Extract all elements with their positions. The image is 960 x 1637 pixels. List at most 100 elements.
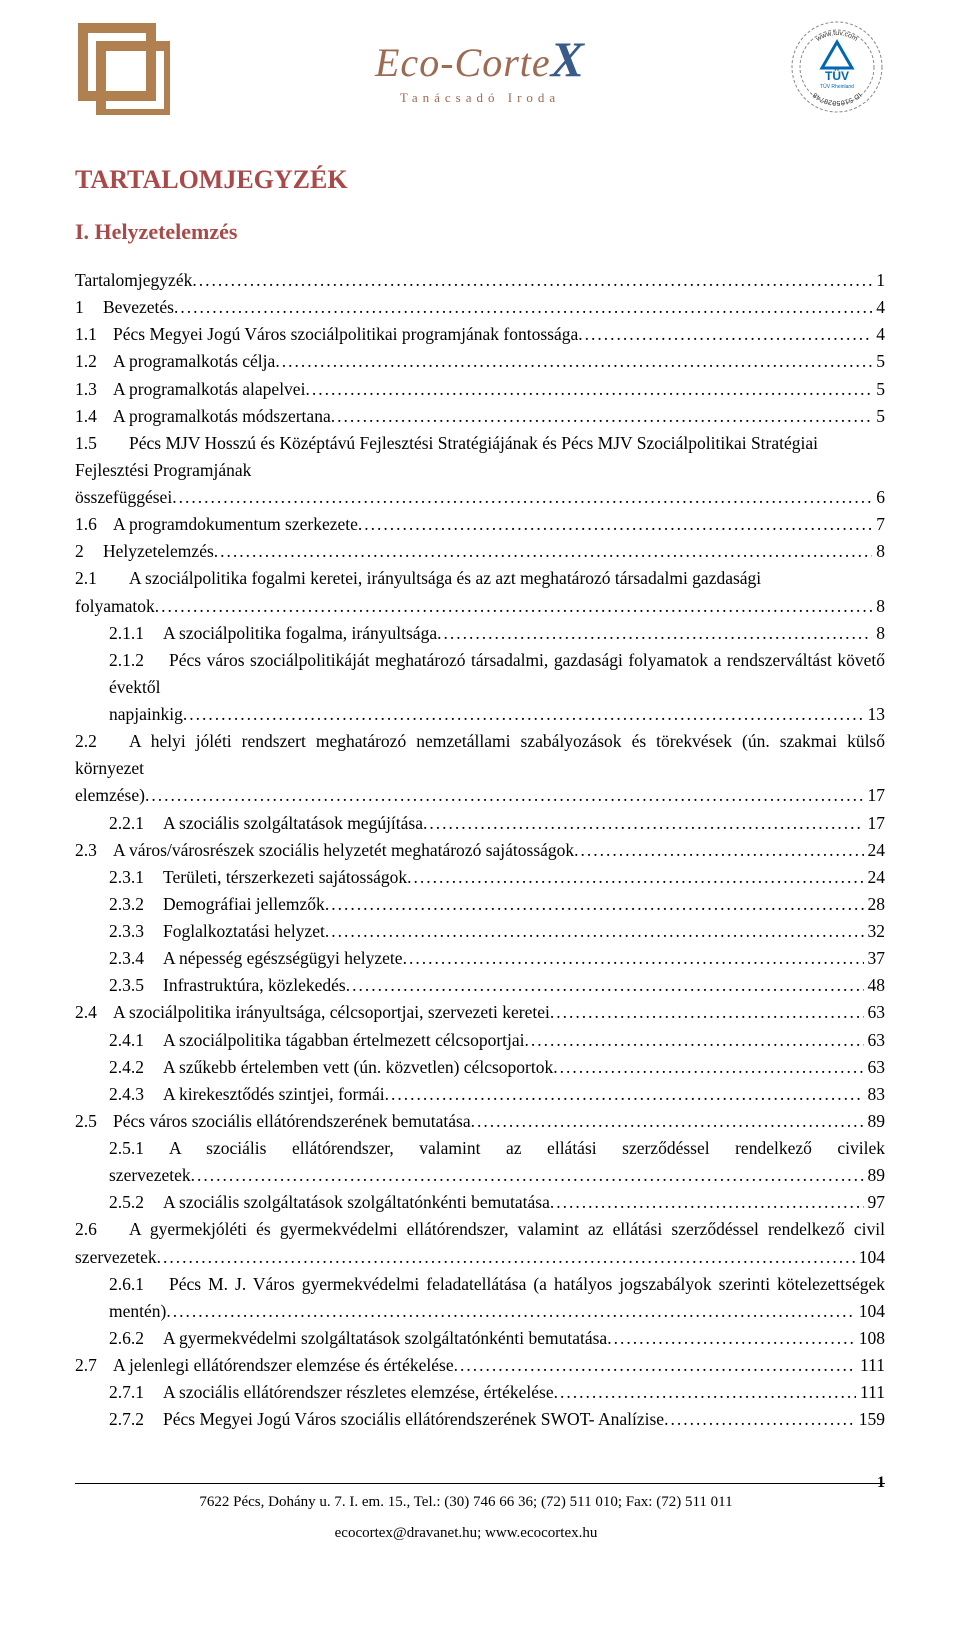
toc-entry: 2.3.5Infrastruktúra, közlekedés ........…: [75, 972, 885, 999]
toc-page: 7: [872, 511, 885, 538]
toc-page: 8: [872, 593, 885, 620]
toc-page: 17: [864, 810, 886, 837]
toc-entry: Tartalomjegyzék ........................…: [75, 267, 885, 294]
toc-number: 2.3.1: [109, 864, 163, 891]
footer-row: 7622 Pécs, Dohány u. 7. I. em. 15., Tel.…: [75, 1494, 885, 1542]
toc-label: folyamatok: [75, 593, 155, 620]
toc-page: 159: [855, 1406, 885, 1433]
toc-label: A programdokumentum szerkezete: [113, 511, 358, 538]
toc-number: 2.3.4: [109, 945, 163, 972]
toc-number: 2.3: [75, 837, 113, 864]
toc-label: A kirekesztődés szintjei, formái: [163, 1081, 385, 1108]
toc-label: Demográfiai jellemzők: [163, 891, 325, 918]
toc-page: 6: [872, 484, 885, 511]
toc-entry: 2.7.2Pécs Megyei Jogú Város szociális el…: [75, 1406, 885, 1433]
toc-entry: 1.4A programalkotás módszertana ........…: [75, 403, 885, 430]
toc-entry: 2.4.2A szűkebb értelemben vett (ún. közv…: [75, 1054, 885, 1081]
page-title: TARTALOMJEGYZÉK: [75, 165, 885, 195]
toc-number: 1.5: [75, 430, 129, 457]
toc-number: 2.1.1: [109, 620, 163, 647]
toc-page: 24: [864, 837, 886, 864]
toc-dots: ........................................…: [346, 972, 864, 999]
toc-label-tail: szervezetek ............................…: [109, 1162, 885, 1189]
toc-label-tail: szervezetek ............................…: [75, 1244, 885, 1271]
toc-number: 2: [75, 538, 103, 565]
toc-number: 1.1: [75, 321, 113, 348]
toc-number: 2.1: [75, 565, 129, 592]
toc-label-head: 2.2A helyi jóléti rendszert meghatározó …: [75, 728, 885, 782]
toc-page: 24: [864, 864, 886, 891]
toc-dots: ........................................…: [325, 918, 864, 945]
toc-page: 104: [855, 1244, 885, 1271]
toc-label: A programalkotás módszertana: [113, 403, 331, 430]
toc-entry: 2.7A jelenlegi ellátórendszer elemzése é…: [75, 1352, 885, 1379]
toc-entry: 1.1Pécs Megyei Jogú Város szociálpolitik…: [75, 321, 885, 348]
toc-entry: 2.3.4A népesség egészségügyi helyzete ..…: [75, 945, 885, 972]
toc-number: 2.6.1: [109, 1271, 169, 1298]
toc-page: 5: [872, 403, 885, 430]
toc-dots: ........................................…: [578, 321, 872, 348]
toc-entry: 2.5.1A szociális ellátórendszer, valamin…: [75, 1135, 885, 1189]
toc-entry: 2Helyzetelemzés ........................…: [75, 538, 885, 565]
toc-label: Tartalomjegyzék: [75, 267, 192, 294]
toc-label: mentén): [109, 1298, 166, 1325]
toc-label: A szociálpolitika tágabban értelmezett c…: [163, 1027, 525, 1054]
toc-number: 2.5: [75, 1108, 113, 1135]
toc-page: 63: [864, 1027, 886, 1054]
toc-label: A szociális szolgáltatások megújítása: [163, 810, 423, 837]
toc-entry: 1.3A programalkotás alapelvei ..........…: [75, 376, 885, 403]
toc-page: 32: [864, 918, 886, 945]
toc-page: 97: [864, 1189, 886, 1216]
toc-number: 2.4.3: [109, 1081, 163, 1108]
toc-dots: ........................................…: [454, 1352, 856, 1379]
toc-dots: ........................................…: [192, 267, 872, 294]
toc-label: A város/városrészek szociális helyzetét …: [113, 837, 574, 864]
toc-label-head: 2.6A gyermekjóléti és gyermekvédelmi ell…: [75, 1216, 885, 1243]
toc-dots: ........................................…: [172, 484, 872, 511]
toc-page: 111: [856, 1352, 885, 1379]
toc-label: szervezetek: [75, 1244, 157, 1271]
toc-dots: ........................................…: [157, 1244, 855, 1271]
toc-entry: 2.2A helyi jóléti rendszert meghatározó …: [75, 728, 885, 809]
footer-text: 7622 Pécs, Dohány u. 7. I. em. 15., Tel.…: [75, 1494, 857, 1542]
svg-text:TÜV: TÜV: [825, 68, 849, 83]
toc-page: 8: [872, 538, 885, 565]
toc-number: 2.3.2: [109, 891, 163, 918]
toc-dots: ........................................…: [166, 1298, 854, 1325]
toc-number: 2.6: [75, 1216, 129, 1243]
toc-label-tail: mentén) ................................…: [109, 1298, 885, 1325]
toc-label: A programalkotás alapelvei: [113, 376, 305, 403]
toc-label-tail: napjainkig .............................…: [109, 701, 885, 728]
toc-number: 2.5.2: [109, 1189, 163, 1216]
toc-entry: 2.4A szociálpolitika irányultsága, célcs…: [75, 999, 885, 1026]
toc-label: Foglalkoztatási helyzet: [163, 918, 325, 945]
toc-label: A szűkebb értelemben vett (ún. közvetlen…: [163, 1054, 553, 1081]
toc-dots: ........................................…: [145, 782, 864, 809]
toc-label: Területi, térszerkezeti sajátosságok: [163, 864, 407, 891]
toc-dots: ........................................…: [183, 701, 864, 728]
toc-entry: 1.6A programdokumentum szerkezete ......…: [75, 511, 885, 538]
toc-dots: ........................................…: [554, 1379, 856, 1406]
table-of-contents: Tartalomjegyzék ........................…: [75, 267, 885, 1433]
toc-label: A szociális ellátórendszer részletes ele…: [163, 1379, 554, 1406]
toc-entry: 1.2A programalkotás célja ..............…: [75, 348, 885, 375]
toc-label: A programalkotás célja: [113, 348, 275, 375]
toc-page: 63: [864, 1054, 886, 1081]
toc-dots: ........................................…: [305, 376, 872, 403]
toc-number: 1.3: [75, 376, 113, 403]
toc-dots: ........................................…: [331, 403, 873, 430]
toc-page: 108: [855, 1325, 885, 1352]
toc-entry: 2.3.1Területi, térszerkezeti sajátosságo…: [75, 864, 885, 891]
toc-dots: ........................................…: [275, 348, 872, 375]
toc-dots: ........................................…: [174, 294, 872, 321]
toc-page: 48: [864, 972, 886, 999]
brand-text: Eco-Corte: [375, 40, 551, 85]
toc-page: 83: [864, 1081, 886, 1108]
toc-dots: ........................................…: [385, 1081, 864, 1108]
toc-page: 111: [856, 1379, 885, 1406]
toc-label: A szociálpolitika irányultsága, célcsopo…: [113, 999, 550, 1026]
toc-label: A jelenlegi ellátórendszer elemzése és é…: [113, 1352, 454, 1379]
toc-label: Infrastruktúra, közlekedés: [163, 972, 346, 999]
toc-number: 2.4.1: [109, 1027, 163, 1054]
svg-text:ID 5105028748: ID 5105028748: [812, 91, 862, 106]
